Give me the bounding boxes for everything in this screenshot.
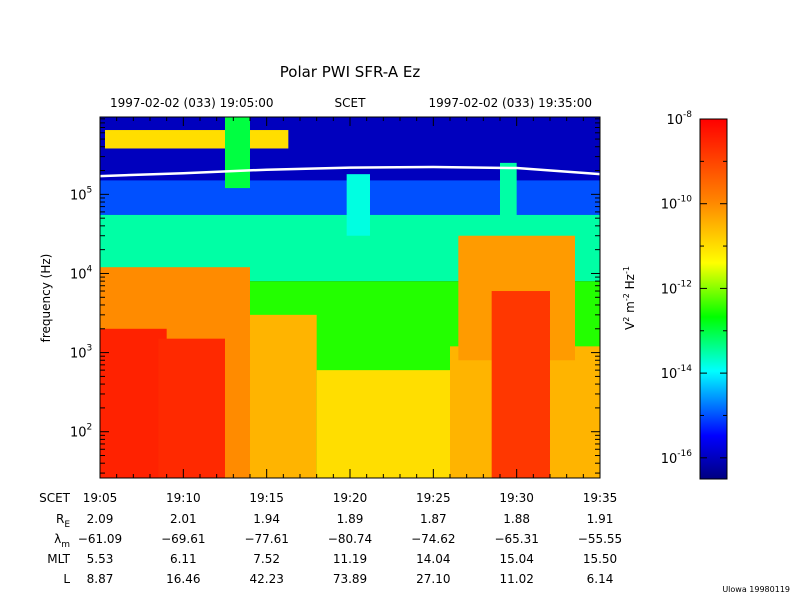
intensity-region-12: [105, 130, 289, 149]
time-header-end: 1997-02-02 (033) 19:35:00: [428, 96, 592, 110]
colorbar-tick-label: 10-8: [666, 110, 692, 128]
ephemeris-cell: 1.88: [503, 512, 530, 526]
ephemeris-cell: −69.61: [161, 532, 205, 546]
time-header-start: 1997-02-02 (033) 19:05:00: [110, 96, 274, 110]
ephemeris-cell: 2.09: [87, 512, 114, 526]
ephemeris-cell: 6.11: [170, 552, 197, 566]
y-tick-label: 105: [70, 185, 92, 203]
colorbar-tick-label: 10-14: [661, 364, 693, 382]
intensity-region-7: [250, 314, 317, 478]
colorbar-ticks: 10-8 10-10 10-12 10-14 10-16: [661, 110, 727, 467]
ephemeris-cell: 5.53: [87, 552, 114, 566]
ephemeris-cell: 1.89: [337, 512, 364, 526]
intensity-region-14: [346, 174, 370, 236]
ephemeris-cell: 16.46: [166, 572, 200, 586]
colorbar-label: V2 m-2 Hz-1: [622, 266, 637, 330]
ephemeris-table: SCET RE λm MLT L 19:05 2.09 −61.09 5.53 8.87 19:10…: [39, 491, 622, 586]
ephemeris-cell: 19:15: [249, 491, 284, 505]
ephemeris-row-label: λm: [54, 532, 70, 550]
y-axis-label: frequency (Hz): [39, 254, 53, 343]
y-axis-ticks: 102 103 104 105: [70, 118, 600, 474]
ephemeris-cell: −80.74: [328, 532, 372, 546]
y-tick-label: 104: [70, 264, 93, 282]
intensity-region-11: [491, 291, 550, 478]
colorbar: [699, 118, 728, 480]
ephemeris-cell: 42.23: [249, 572, 283, 586]
y-tick-label: 102: [70, 423, 92, 441]
chart-title: Polar PWI SFR-A Ez: [280, 63, 421, 81]
ephemeris-cell: −77.61: [244, 532, 288, 546]
ephemeris-cell: 1.91: [587, 512, 614, 526]
ephemeris-row-label: MLT: [47, 552, 70, 566]
ephemeris-cell: 15.04: [499, 552, 533, 566]
ephemeris-cell: 7.52: [253, 552, 280, 566]
time-header-mid: SCET: [335, 96, 367, 110]
ephemeris-cell: −74.62: [411, 532, 455, 546]
ephemeris-cell: 19:05: [83, 491, 118, 505]
colorbar-tick-label: 10-16: [661, 449, 693, 467]
ephemeris-cell: 19:25: [416, 491, 451, 505]
ephemeris-cell: 73.89: [333, 572, 367, 586]
ephemeris-cell: 1.87: [420, 512, 447, 526]
ephemeris-row-label: SCET: [39, 491, 71, 505]
ephemeris-row-label: RE: [56, 512, 70, 530]
ephemeris-cell: 6.14: [587, 572, 614, 586]
ephemeris-cell: 19:30: [499, 491, 534, 505]
colorbar-tick-label: 10-10: [661, 195, 693, 213]
ephemeris-cell: 2.01: [170, 512, 197, 526]
intensity-region-6: [158, 338, 225, 478]
ephemeris-cell: 27.10: [416, 572, 450, 586]
footer-credit: Ulowa 19980119: [722, 585, 790, 594]
colorbar-tick-label: 10-12: [661, 279, 692, 297]
ephemeris-cell: 8.87: [87, 572, 114, 586]
ephemeris-cell: −61.09: [78, 532, 122, 546]
ephemeris-cell: 1.94: [253, 512, 280, 526]
intensity-region-13: [225, 117, 250, 189]
ephemeris-cell: 11.02: [499, 572, 533, 586]
ephemeris-row-label: L: [63, 572, 70, 586]
gyrofrequency-line: [99, 165, 601, 178]
ephemeris-cell: −65.31: [494, 532, 538, 546]
y-tick-label: 103: [70, 344, 92, 362]
ephemeris-cell: −55.55: [578, 532, 622, 546]
ephemeris-cell: 19:10: [166, 491, 201, 505]
intensity-region-8: [316, 370, 450, 478]
ephemeris-cell: 11.19: [333, 552, 367, 566]
intensity-region-5: [100, 328, 167, 478]
ephemeris-cell: 15.50: [583, 552, 617, 566]
spectrogram-plot: [100, 117, 600, 478]
ephemeris-cell: 19:35: [583, 491, 618, 505]
intensity-region-15: [500, 162, 517, 226]
ephemeris-cell: 19:20: [333, 491, 368, 505]
x-axis-ticks: [99, 117, 601, 478]
ephemeris-cell: 14.04: [416, 552, 450, 566]
